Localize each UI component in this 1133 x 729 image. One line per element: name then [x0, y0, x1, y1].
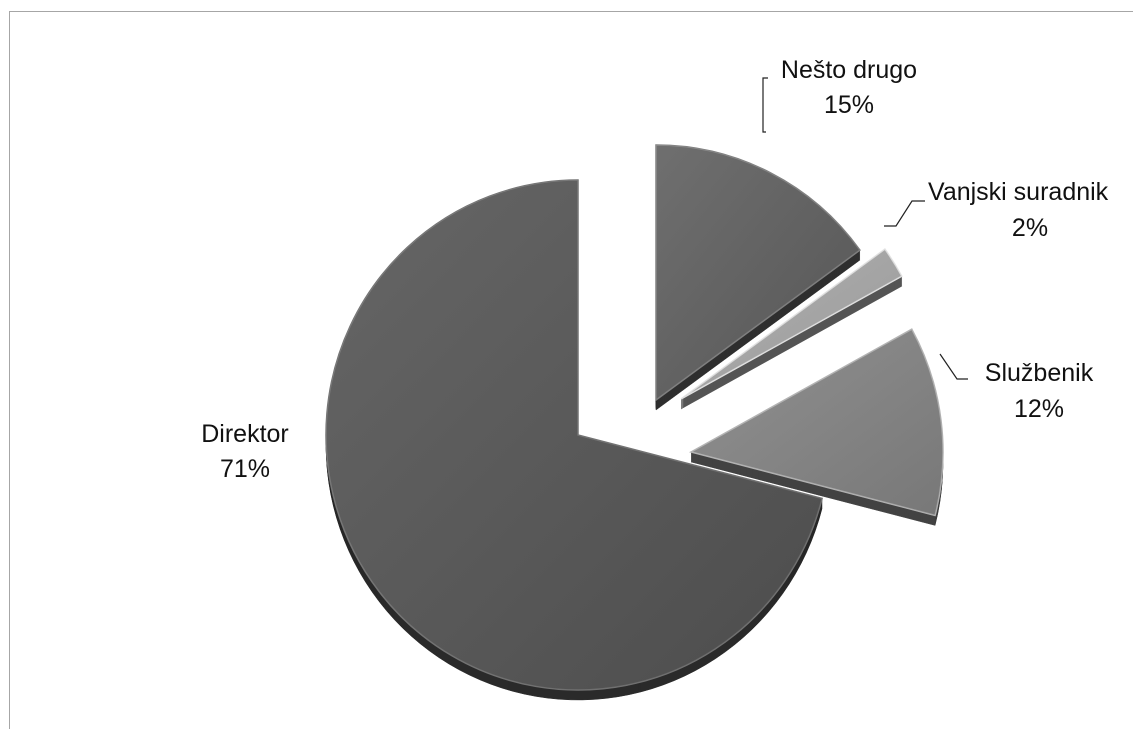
leader-nesto-drugo — [762, 77, 768, 133]
label-vanjski-suradnik-pct: 2% — [1012, 214, 1048, 242]
slice-sheen-direktor — [326, 180, 823, 690]
label-sluzbenik-pct: 12% — [1014, 395, 1064, 423]
label-vanjski-suradnik-name: Vanjski suradnik — [928, 178, 1109, 206]
leader-lines — [762, 77, 968, 380]
label-sluzbenik-name: Službenik — [985, 359, 1094, 387]
label-direktor-pct: 71% — [220, 455, 270, 483]
label-direktor-name: Direktor — [201, 420, 289, 448]
slice-sheen-nesto-drugo — [656, 145, 860, 400]
slice-sheen-sluzbenik — [691, 329, 943, 516]
data-labels: Direktor 71% Nešto drugo 15% Vanjski sur… — [201, 56, 1108, 483]
label-nesto-drugo-name: Nešto drugo — [781, 56, 917, 84]
leader-vanjski-suradnik — [884, 200, 925, 227]
slice-tops — [325, 144, 944, 691]
slice-sheen-vanjski-suradnik — [681, 249, 902, 399]
label-nesto-drugo-pct: 15% — [824, 91, 874, 119]
leader-sluzbenik — [939, 353, 968, 380]
